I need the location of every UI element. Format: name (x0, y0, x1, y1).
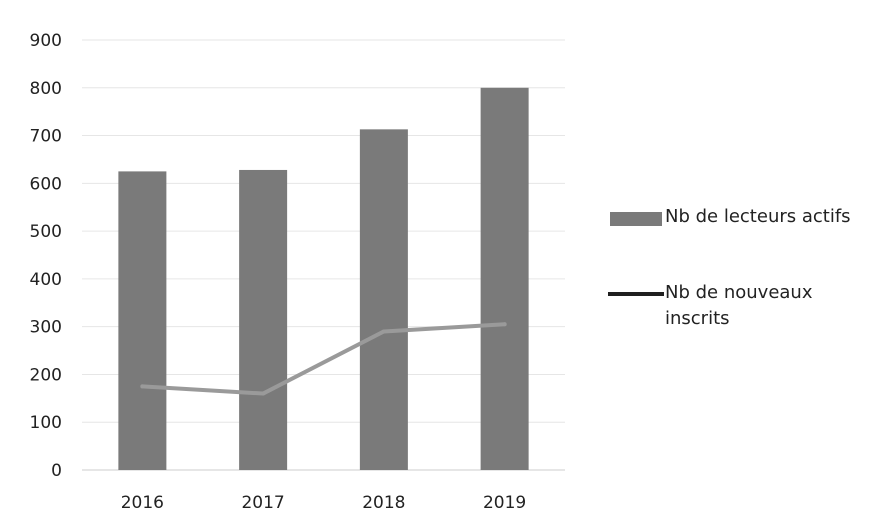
bar (118, 171, 167, 470)
x-tick-label: 2019 (483, 493, 526, 513)
line-series (140, 322, 507, 396)
line-point (140, 384, 145, 389)
bar (239, 169, 288, 470)
y-tick-label: 0 (51, 461, 62, 481)
bar (359, 129, 408, 470)
y-tick-label: 800 (30, 79, 62, 99)
line-series-path (140, 322, 507, 396)
bar-series (118, 87, 529, 471)
legend-line-swatch (608, 292, 664, 296)
legend-item-active-readers: Nb de lecteurs actifs (608, 200, 878, 240)
y-tick-label: 500 (30, 222, 62, 242)
y-tick-label: 900 (30, 31, 62, 51)
y-tick-label: 100 (30, 413, 62, 433)
legend: Nb de lecteurs actifs Nb de nouveaux ins… (608, 200, 878, 329)
line-point (502, 322, 507, 327)
y-tick-label: 300 (30, 318, 62, 338)
y-tick-label: 700 (30, 127, 62, 147)
x-tick-label: 2016 (121, 493, 164, 513)
legend-bar-swatch (610, 212, 662, 226)
y-axis-ticks: 0 100 200 300 400 500 600 700 800 900 (30, 31, 62, 481)
line-point (381, 329, 386, 334)
x-tick-label: 2018 (362, 493, 405, 513)
bar (480, 87, 529, 471)
line-point (261, 391, 266, 396)
y-tick-label: 200 (30, 365, 62, 385)
legend-label-new-registrations: Nb de nouveaux inscrits (665, 282, 813, 329)
legend-label-active-readers: Nb de lecteurs actifs (665, 206, 851, 227)
y-tick-label: 600 (30, 174, 62, 194)
x-tick-label: 2017 (241, 493, 284, 513)
x-axis-ticks: 2016 2017 2018 2019 (121, 493, 527, 513)
y-tick-label: 400 (30, 270, 62, 290)
